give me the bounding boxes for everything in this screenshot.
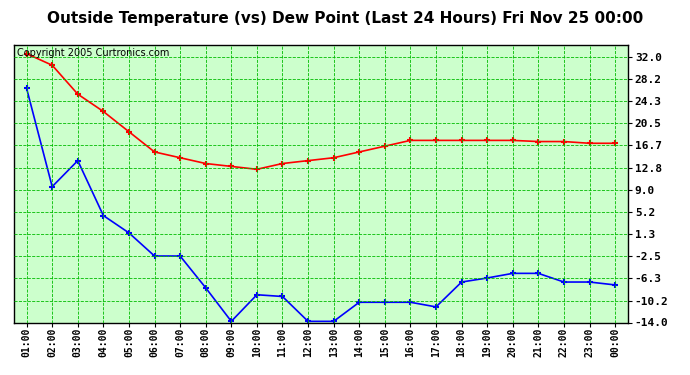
Text: Outside Temperature (vs) Dew Point (Last 24 Hours) Fri Nov 25 00:00: Outside Temperature (vs) Dew Point (Last…: [47, 11, 643, 26]
Text: Copyright 2005 Curtronics.com: Copyright 2005 Curtronics.com: [17, 48, 169, 58]
